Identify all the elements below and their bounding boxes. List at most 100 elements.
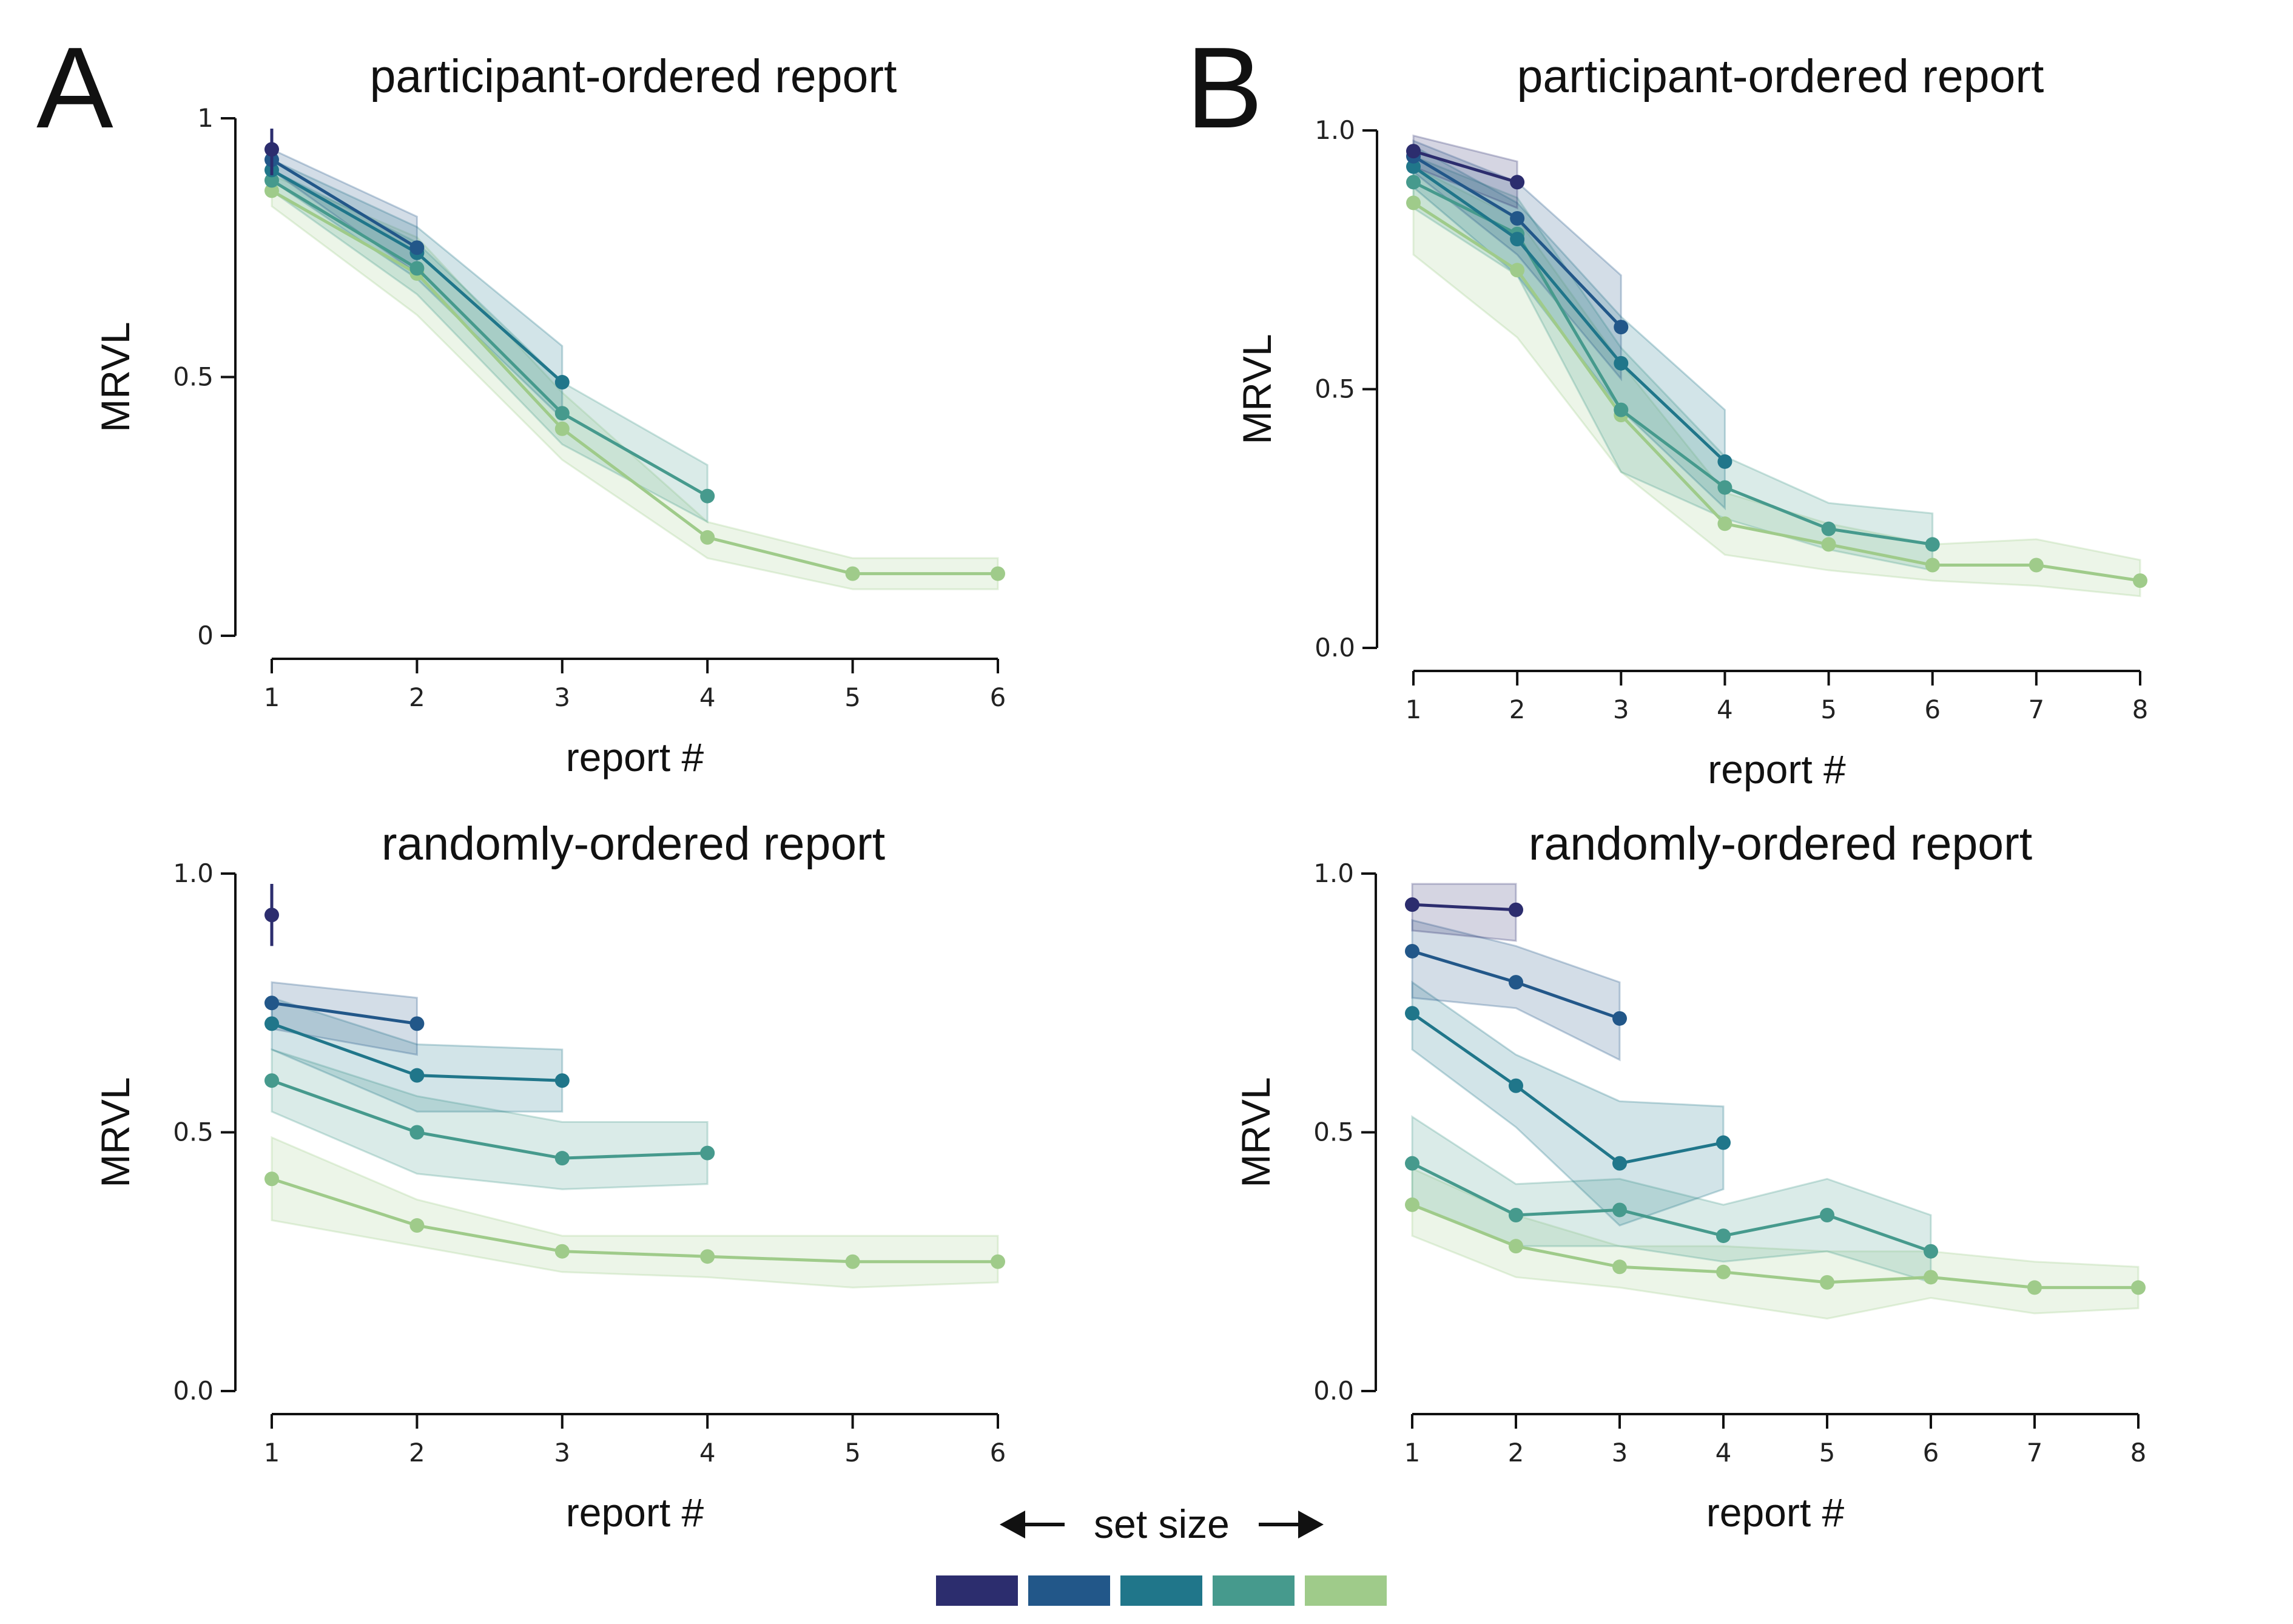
- x-tick-label: 7: [2027, 1438, 2043, 1467]
- data-point: [700, 530, 715, 545]
- x-tick-label: 5: [844, 1438, 861, 1467]
- data-point: [1820, 1275, 1834, 1290]
- data-point: [1405, 1006, 1419, 1021]
- data-point: [554, 1151, 570, 1166]
- data-point: [991, 1254, 1005, 1269]
- series-line: [271, 1001, 417, 1025]
- x-tick-label: 3: [554, 682, 570, 712]
- y-axis-label: MRVL: [93, 322, 138, 432]
- data-point: [264, 1171, 279, 1187]
- data-point: [1510, 263, 1525, 278]
- y-axis-label: MRVL: [1233, 1077, 1278, 1187]
- data-point: [1405, 1197, 1419, 1212]
- data-point: [1924, 1270, 1938, 1285]
- data-point: [554, 406, 570, 421]
- data-point: [1509, 902, 1523, 917]
- data-point: [264, 173, 279, 188]
- x-tick-label: 1: [264, 1438, 280, 1467]
- data-point: [2027, 1280, 2042, 1295]
- chart-title: participant-ordered report: [1517, 50, 2044, 103]
- legend-swatch: [1213, 1575, 1295, 1606]
- series-line: [271, 1079, 708, 1160]
- data-point: [409, 240, 425, 255]
- series-line: [271, 189, 998, 576]
- data-point: [1405, 943, 1419, 959]
- chart-title: participant-ordered report: [370, 50, 897, 103]
- data-point: [1924, 1244, 1938, 1259]
- data-point: [1405, 1156, 1419, 1171]
- data-point: [409, 1218, 425, 1233]
- x-tick-label: 7: [2028, 695, 2044, 724]
- x-tick-label: 1: [1404, 1438, 1421, 1467]
- data-point: [1820, 1207, 1834, 1222]
- data-point: [1612, 1259, 1627, 1275]
- y-tick-label: 0.0: [1313, 1376, 1354, 1406]
- data-point: [1716, 1264, 1731, 1279]
- data-point: [1614, 320, 1629, 335]
- data-point: [1406, 195, 1421, 211]
- series-line: [1411, 1012, 1724, 1165]
- chart-title: randomly-ordered report: [1529, 818, 2032, 870]
- data-point: [1509, 1207, 1523, 1222]
- confidence-band: [271, 981, 418, 1056]
- data-point: [1717, 454, 1732, 469]
- x-tick-label: 1: [1406, 695, 1422, 724]
- x-tick-label: 3: [1613, 695, 1629, 724]
- chart-a-randomly-ordered: randomly-ordered report 0.0 0.5 1.0 1 2 3 4 5 6 re…: [93, 818, 1006, 1535]
- series-line: [1412, 165, 1726, 463]
- data-point: [264, 1016, 279, 1031]
- data-point: [1510, 232, 1525, 247]
- data-point: [700, 488, 715, 504]
- y-tick-label: 0: [197, 621, 214, 650]
- data-point: [264, 908, 279, 923]
- y-tick-label: 1.0: [173, 858, 214, 888]
- x-axis-label: report #: [1708, 747, 1846, 792]
- data-point: [264, 142, 279, 157]
- data-point: [1509, 1078, 1523, 1093]
- y-axis-label: MRVL: [93, 1077, 138, 1187]
- series-line: [271, 158, 418, 249]
- data-point: [1614, 355, 1629, 371]
- legend-swatch: [1028, 1575, 1110, 1606]
- data-point: [1716, 1135, 1731, 1150]
- x-tick-label: 6: [990, 1438, 1006, 1467]
- data-point: [554, 1073, 570, 1088]
- data-point: [1925, 537, 1940, 552]
- x-tick-label: 5: [1820, 695, 1837, 724]
- y-tick-label: 0.5: [173, 1117, 214, 1147]
- x-axis-label: report #: [566, 735, 704, 780]
- confidence-band: [271, 996, 564, 1113]
- confidence-band: [1412, 165, 2141, 598]
- data-point: [1821, 521, 1836, 536]
- x-tick-label: 4: [1716, 1438, 1732, 1467]
- x-axis-label: report #: [1706, 1490, 1845, 1535]
- x-tick-label: 5: [844, 682, 861, 712]
- x-tick-label: 2: [409, 682, 425, 712]
- x-tick-label: 6: [1923, 1438, 1939, 1467]
- data-point: [1612, 1011, 1627, 1026]
- y-tick-label: 0.0: [1315, 633, 1355, 662]
- confidence-band: [271, 174, 999, 590]
- y-axis-label: MRVL: [1234, 334, 1279, 444]
- x-tick-label: 6: [1924, 695, 1941, 724]
- x-tick-label: 1: [264, 682, 280, 712]
- x-tick-label: 8: [2132, 695, 2149, 724]
- panel-letter-a: A: [36, 24, 113, 152]
- x-tick-label: 3: [1612, 1438, 1628, 1467]
- y-tick-label: 1.0: [1313, 858, 1354, 888]
- data-point: [554, 375, 570, 390]
- data-point: [409, 1068, 425, 1083]
- legend-swatch: [936, 1575, 1018, 1606]
- chart-title: randomly-ordered report: [382, 818, 885, 870]
- legend-swatch: [1305, 1575, 1387, 1606]
- data-point: [409, 1125, 425, 1140]
- confidence-band: [271, 1136, 999, 1289]
- data-point: [991, 566, 1005, 581]
- data-point: [700, 1249, 715, 1264]
- data-point: [1614, 402, 1629, 417]
- x-tick-label: 2: [409, 1438, 425, 1467]
- confidence-band: [1411, 980, 1725, 1227]
- data-point: [1509, 1239, 1523, 1254]
- data-point: [409, 261, 425, 276]
